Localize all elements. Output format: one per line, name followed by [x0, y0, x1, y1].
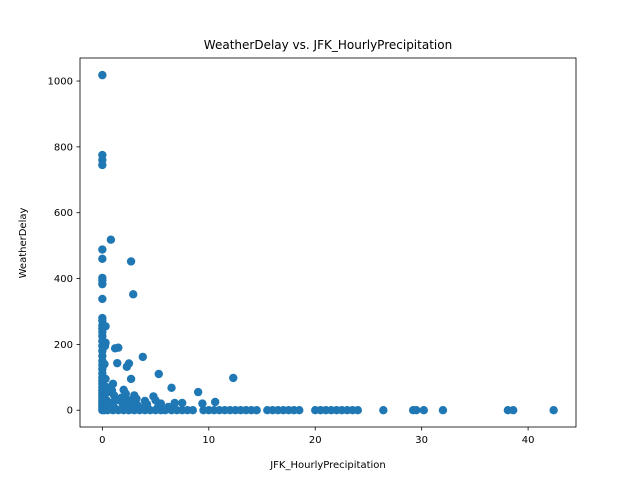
plot-frame — [79, 57, 577, 428]
data-point — [353, 406, 362, 415]
data-point — [295, 406, 304, 415]
data-point — [138, 352, 147, 362]
y-tick-label: 800 — [54, 142, 73, 153]
data-point — [229, 373, 238, 383]
x-tick-label: 10 — [202, 435, 215, 446]
x-tick-label: 40 — [522, 435, 535, 446]
x-tick-label: 20 — [309, 435, 322, 446]
data-point — [106, 235, 116, 244]
data-point — [108, 379, 118, 389]
data-point — [114, 343, 123, 352]
data-point — [126, 374, 136, 384]
x-tick-label: 30 — [415, 435, 428, 446]
data-point — [170, 398, 179, 408]
data-point — [124, 359, 134, 368]
x-axis-label: JFK_HourlyPrecipitation — [269, 460, 386, 471]
data-point — [98, 160, 107, 170]
data-point — [101, 322, 110, 331]
y-tick-label: 1000 — [48, 77, 73, 88]
data-point — [98, 279, 107, 289]
data-point — [113, 358, 122, 368]
data-point — [438, 406, 448, 415]
data-point — [167, 383, 176, 393]
y-tick-label: 200 — [54, 340, 73, 351]
x-tick-label: 0 — [99, 435, 105, 446]
data-point — [98, 294, 107, 304]
y-tick-label: 600 — [54, 208, 73, 219]
data-point — [193, 387, 203, 397]
data-point — [101, 374, 110, 384]
y-tick-label: 400 — [54, 274, 73, 285]
chart-title: WeatherDelay vs. JFK_HourlyPrecipitation — [204, 38, 452, 52]
points-layer — [98, 70, 558, 415]
data-point — [412, 406, 421, 415]
data-point — [379, 406, 388, 415]
data-point — [419, 406, 428, 415]
data-point — [100, 359, 109, 369]
data-point — [252, 406, 261, 415]
data-point — [177, 398, 187, 408]
y-axis-label: WeatherDelay — [18, 208, 29, 279]
y-axis: 0 200 400 600 800 1000 — [48, 77, 80, 417]
data-point — [509, 406, 518, 415]
data-point — [126, 257, 136, 266]
data-point — [188, 406, 198, 415]
y-tick-label: 0 — [67, 406, 73, 417]
data-point — [129, 290, 138, 299]
data-point — [98, 254, 107, 263]
data-point — [154, 369, 163, 379]
x-axis: 0 10 20 30 40 — [99, 427, 534, 446]
data-point — [549, 406, 558, 415]
data-point — [100, 341, 110, 351]
data-point — [210, 397, 220, 407]
data-point — [98, 245, 107, 254]
data-point — [198, 399, 207, 408]
data-point — [98, 70, 107, 80]
